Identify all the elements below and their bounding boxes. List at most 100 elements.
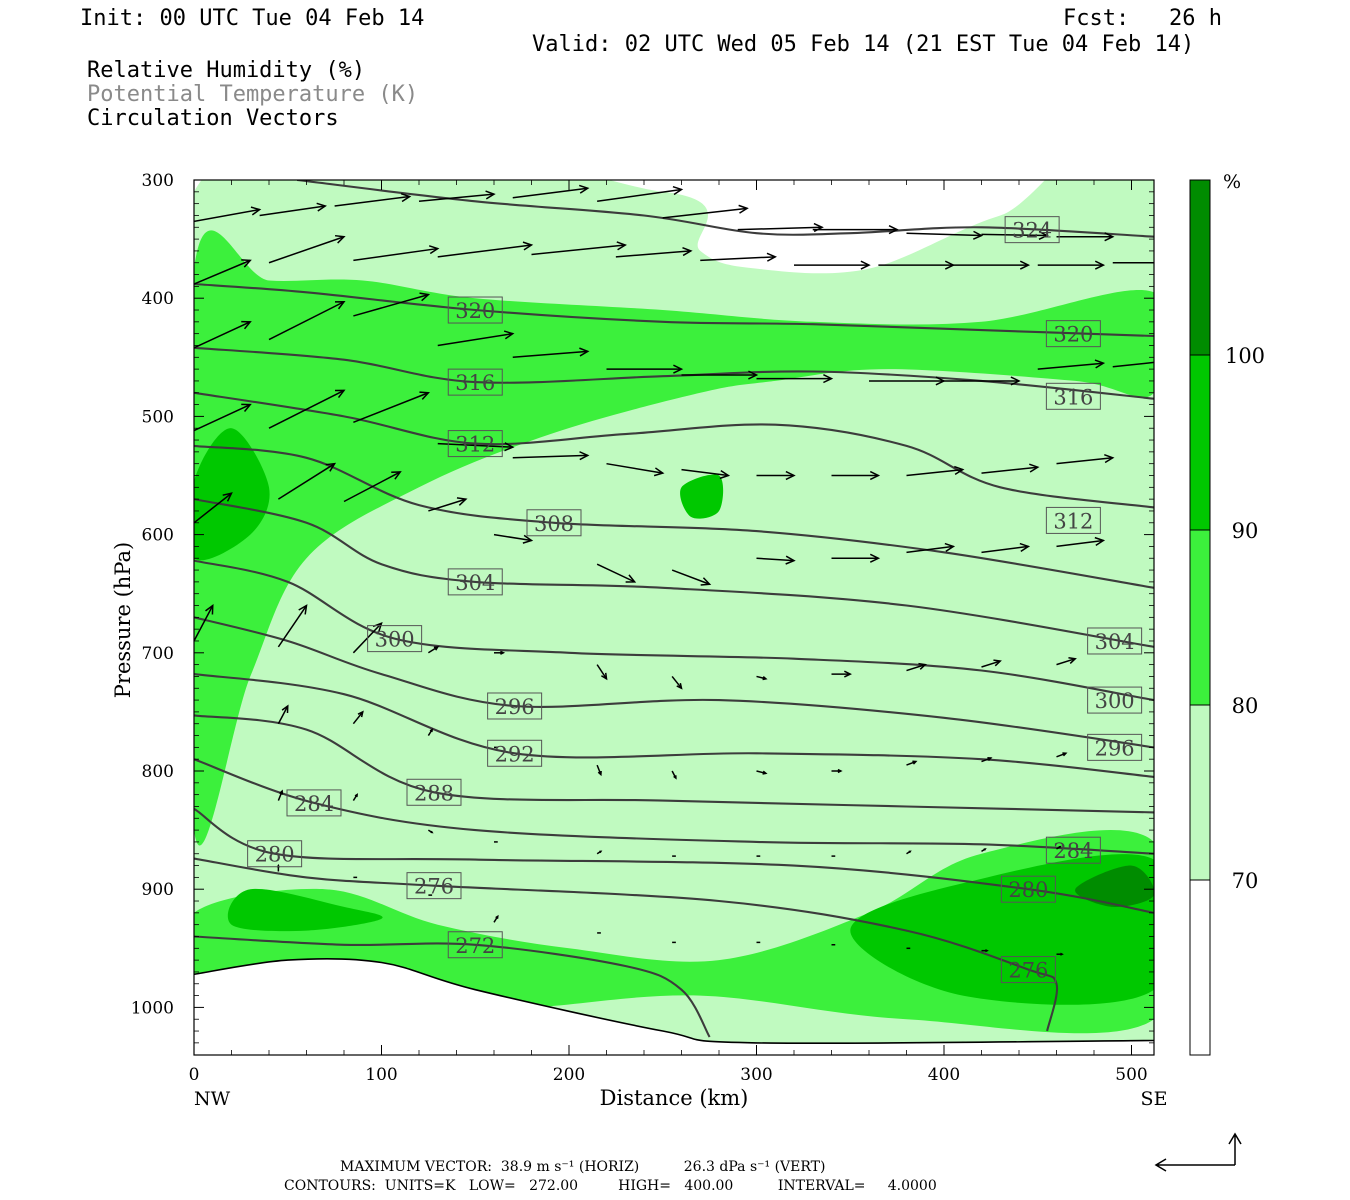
circulation-vector <box>671 569 712 586</box>
y-tick-label: 500 <box>142 407 174 427</box>
colorbar-unit: % <box>1223 171 1241 193</box>
colorbar-swatch <box>1190 355 1210 530</box>
vector-shaft <box>277 605 308 648</box>
reference-vector <box>1154 1132 1242 1172</box>
circulation-vector <box>906 542 956 554</box>
vector-head <box>954 465 965 475</box>
isentrope-label-304: 304 <box>1095 630 1135 654</box>
circulation-vector <box>981 463 1040 474</box>
x-tick-label: 500 <box>1115 1065 1147 1085</box>
isentrope-label-296: 296 <box>495 695 535 719</box>
vector-shaft <box>700 256 776 262</box>
vector-head <box>869 470 881 481</box>
vector-head <box>1161 358 1169 366</box>
contour-info: CONTOURS: UNITS=K LOW= 272.00 HIGH= 400.… <box>284 1178 937 1194</box>
vector-shaft <box>512 454 588 459</box>
isentrope-label-300: 300 <box>1095 689 1135 713</box>
x-end-label-right: SE <box>1141 1088 1168 1110</box>
y-tick-label: 1000 <box>131 998 174 1018</box>
y-axis-label: Pressure (hPa) <box>111 542 135 698</box>
isentrope-label-316: 316 <box>455 371 495 395</box>
isentrope-312 <box>194 391 1154 509</box>
isentrope-label-296: 296 <box>1095 736 1135 760</box>
circulation-vector <box>1037 260 1106 270</box>
vector-shaft <box>194 492 232 524</box>
circulation-vector <box>671 675 683 690</box>
circulation-vector <box>1056 952 1064 956</box>
vector-head <box>869 553 881 563</box>
terrain-fill <box>194 958 1154 1055</box>
circulation-vector <box>1112 358 1169 368</box>
circulation-vector <box>831 470 881 481</box>
vector-shaft <box>353 247 438 262</box>
vector-shaft <box>596 664 608 680</box>
circulation-vector <box>427 728 434 736</box>
circulation-vector <box>437 442 515 452</box>
vector-head <box>1068 656 1077 664</box>
circulation-vector <box>756 470 796 481</box>
vector-head <box>281 704 289 714</box>
isentrope-label-280: 280 <box>1008 878 1048 902</box>
vector-head <box>298 604 308 615</box>
isentrope-label-box <box>447 931 503 959</box>
colorbar: 70 80 90 100 <box>1189 179 1265 1056</box>
vector-head <box>250 206 262 216</box>
vector-shaft <box>268 301 345 341</box>
vector-head <box>391 471 402 480</box>
isentrope-label-276: 276 <box>1008 959 1048 983</box>
isentrope-label-box <box>447 296 503 324</box>
vector-shaft <box>906 663 926 672</box>
field-rh: Relative Humidity (%) <box>87 58 366 83</box>
vector-shaft <box>906 232 982 237</box>
vector-shaft <box>906 468 963 477</box>
isentrope-label-box <box>1087 686 1143 714</box>
y-tick-label: 300 <box>142 171 174 191</box>
vector-shaft <box>597 188 682 203</box>
isentrope-label-box <box>1000 956 1056 984</box>
circulation-vector <box>981 659 1002 668</box>
vector-shaft <box>352 711 364 725</box>
contour-labels: 324 320 320 316 316 312 312 308 304 304 300 300 296 2… <box>247 216 1143 984</box>
isentrope-308 <box>194 444 1154 589</box>
circulation-vector <box>194 403 252 432</box>
vector-shaft <box>194 259 251 285</box>
vector-head <box>1029 463 1040 473</box>
vector-shaft <box>615 250 691 258</box>
x-tick-label: 200 <box>553 1065 585 1085</box>
y-tick-label: 700 <box>142 644 174 664</box>
isentrope-label-box <box>406 778 462 806</box>
vector-head <box>738 204 749 214</box>
vector-shaft <box>737 226 823 231</box>
isentrope-label-312: 312 <box>455 433 495 457</box>
vector-head <box>241 259 252 268</box>
isentrope-label-324: 324 <box>1012 219 1052 243</box>
vector-head <box>983 848 987 851</box>
circulation-vector <box>268 234 346 264</box>
circulation-vector <box>831 553 881 563</box>
vector-shaft <box>531 244 626 256</box>
rh-region-90 <box>227 888 383 932</box>
vector-head <box>673 364 684 374</box>
vector-head <box>985 949 989 953</box>
colorbar-label: 80 <box>1232 694 1259 718</box>
isentrope-320 <box>194 282 1154 338</box>
circulation-vector <box>512 451 590 461</box>
circulation-vector <box>268 389 346 429</box>
isentrope-label-284: 284 <box>1053 839 1093 863</box>
isentrope-label-box <box>1004 216 1060 244</box>
vector-shaft <box>596 563 635 583</box>
vector-head <box>944 542 956 552</box>
vector-head <box>400 192 412 203</box>
vector-shaft <box>259 205 326 217</box>
circulation-vector <box>1037 359 1106 370</box>
isentrope-label-box <box>487 692 543 720</box>
vector-head <box>987 756 993 762</box>
circulation-vector <box>352 793 359 801</box>
isentrope-label-280: 280 <box>255 843 295 867</box>
vector-head <box>1019 542 1031 552</box>
circulation-vector <box>1056 752 1068 758</box>
circulation-vector <box>493 533 534 544</box>
vector-shaft <box>981 660 1001 668</box>
circulation-vector <box>1056 232 1115 242</box>
